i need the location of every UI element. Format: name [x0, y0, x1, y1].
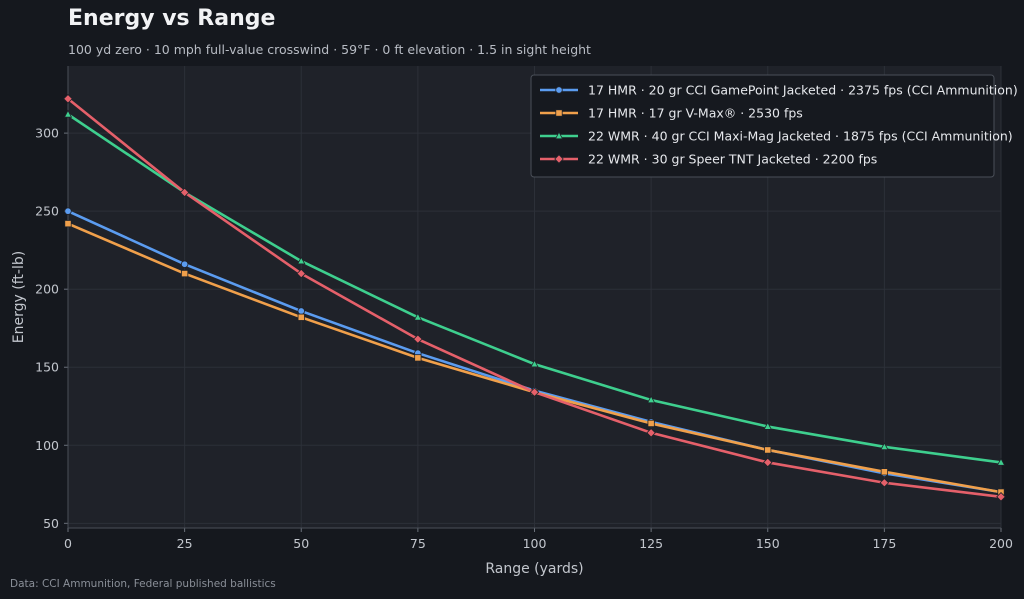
legend-box [530, 74, 995, 178]
x-tick-label: 75 [410, 536, 426, 551]
y-tick-label: 250 [35, 204, 59, 219]
y-tick-label: 300 [35, 126, 59, 141]
data-point [762, 457, 773, 468]
y-axis-ticks: 50 100 150 200 250 300 [35, 126, 68, 531]
data-point [530, 359, 539, 368]
data-point [413, 334, 423, 344]
data-point [181, 269, 189, 278]
x-tick-label: 0 [64, 536, 72, 551]
data-point [64, 220, 72, 228]
data-point [763, 421, 772, 430]
legend-item: 22 WMR · 40 gr CCI Maxi-Mag Jacketed · 1… [540, 129, 1013, 144]
data-point [296, 268, 307, 279]
x-tick-label: 50 [293, 536, 309, 551]
data-point [880, 468, 888, 476]
data-point [297, 256, 306, 265]
x-tick-label: 25 [177, 536, 193, 551]
y-axis-label: Energy (ft-lb) [11, 251, 27, 343]
data-point [63, 94, 73, 104]
legend-label: 17 HMR · 20 gr CCI GamePoint Jacketed · … [588, 83, 1018, 98]
data-point [297, 313, 305, 321]
data-point [64, 207, 72, 215]
y-tick-label: 150 [35, 360, 59, 375]
x-tick-label: 150 [756, 536, 780, 551]
data-point [880, 442, 889, 451]
data-point [879, 477, 890, 488]
legend-swatch-marker [555, 86, 563, 94]
chart-title: Energy vs Range [68, 6, 276, 31]
data-point [529, 387, 540, 397]
data-point [297, 307, 305, 315]
legend-item: 22 WMR · 30 gr Speer TNT Jacketed · 2200… [540, 152, 877, 167]
data-point [996, 492, 1006, 502]
x-tick-label: 125 [639, 536, 663, 551]
chart-subtitle: 100 yd zero · 10 mph full-value crosswin… [68, 42, 591, 57]
legend-item: 17 HMR · 20 gr CCI GamePoint Jacketed · … [540, 83, 1018, 98]
legend-swatch-marker [554, 131, 564, 140]
data-point [414, 354, 422, 362]
data-source-note: Data: CCI Ammunition, Federal published … [10, 578, 276, 590]
x-tick-label: 175 [872, 536, 896, 551]
legend-item: 17 HMR · 17 gr V-Max® · 2530 fps [540, 106, 803, 121]
x-tick-label: 100 [523, 536, 547, 551]
data-point [180, 260, 189, 268]
data-point [63, 109, 73, 118]
x-axis-label: Range (yards) [485, 561, 583, 577]
legend-label: 22 WMR · 30 gr Speer TNT Jacketed · 2200… [588, 152, 877, 167]
y-tick-label: 100 [35, 438, 59, 453]
data-point [764, 446, 772, 454]
x-tick-label: 200 [989, 536, 1013, 551]
data-point [413, 312, 423, 321]
series-4 [63, 94, 1006, 502]
data-point [647, 419, 655, 428]
data-point [646, 428, 656, 438]
series-group [63, 94, 1006, 502]
legend-swatch-marker [554, 154, 564, 164]
legend-label: 17 HMR · 17 gr V-Max® · 2530 fps [588, 106, 803, 121]
y-tick-label: 50 [43, 516, 59, 531]
legend-swatch-marker [555, 109, 563, 117]
x-axis-ticks: 0 25 50 75 100 125 150 175 200 [64, 528, 1013, 551]
data-point [179, 187, 190, 198]
legend-label: 22 WMR · 40 gr CCI Maxi-Mag Jacketed · 1… [588, 129, 1013, 144]
y-tick-label: 200 [35, 282, 59, 297]
data-point [646, 395, 656, 404]
legend: 17 HMR · 20 gr CCI GamePoint Jacketed · … [530, 74, 1018, 178]
data-point [996, 457, 1006, 466]
